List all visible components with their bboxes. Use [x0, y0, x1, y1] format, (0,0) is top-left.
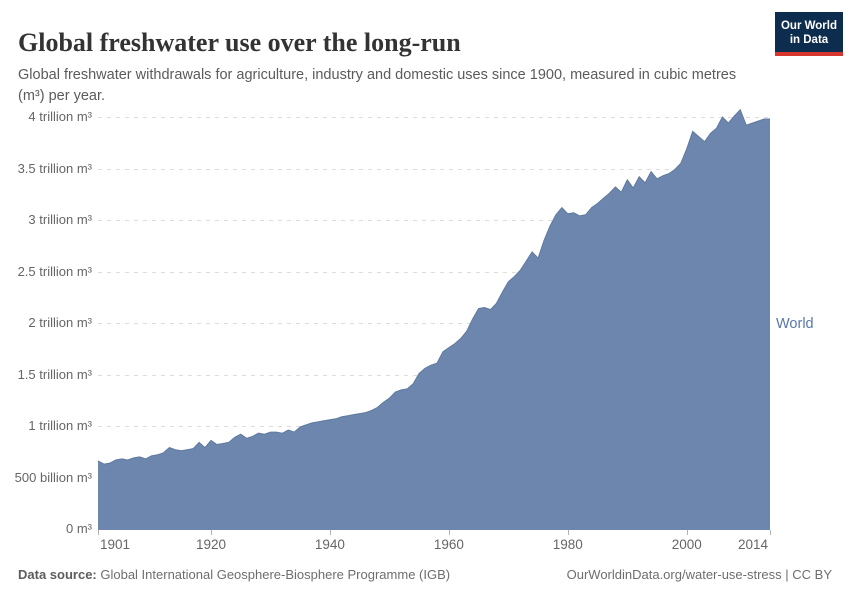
y-axis-label: 3 trillion m³	[28, 212, 92, 227]
data-source-text: Global International Geosphere-Biosphere…	[96, 567, 451, 582]
x-axis-label: 1980	[552, 537, 583, 552]
series-label-world: World	[776, 315, 814, 332]
x-axis-tick	[330, 530, 331, 535]
x-axis-tick	[687, 530, 688, 535]
license-note: OurWorldinData.org/water-use-stress | CC…	[567, 567, 832, 582]
y-axis-label: 0 m³	[66, 521, 92, 536]
x-axis-tick	[98, 530, 99, 535]
y-gridline	[98, 323, 770, 324]
y-axis-label: 2.5 trillion m³	[17, 263, 92, 279]
y-axis-label: 500 billion m³	[14, 469, 92, 485]
y-gridline	[98, 117, 770, 118]
owid-url-link[interactable]: OurWorldinData.org/water-use-stress | CC…	[566, 567, 832, 582]
page-title: Global freshwater use over the long-run	[18, 28, 461, 58]
y-gridline	[98, 168, 770, 170]
x-axis-label: 1901	[99, 537, 131, 552]
x-axis-tick	[568, 530, 569, 535]
x-axis-label: 2000	[671, 537, 702, 552]
chart-subtitle: Global freshwater withdrawals for agricu…	[18, 66, 737, 104]
world-area-outline	[98, 108, 770, 465]
chart-footer: Data source: Global International Geosph…	[18, 567, 832, 582]
x-axis-label: 1920	[195, 537, 227, 552]
y-gridline	[98, 271, 770, 273]
y-gridline	[98, 220, 770, 221]
x-axis-tick	[211, 530, 212, 535]
x-axis-tick	[449, 530, 450, 535]
x-axis-label: 1960	[433, 537, 464, 552]
owid-logo-line1: Our World	[780, 20, 837, 32]
y-axis-label: 3.5 trillion m³	[17, 160, 92, 176]
y-axis-label: 1 trillion m³	[28, 418, 92, 433]
data-source-label: Data source:	[18, 567, 97, 582]
owid-logo[interactable]: Our World in Data	[775, 12, 843, 56]
world-area-series	[98, 109, 770, 530]
y-axis-label: 4 trillion m³	[28, 109, 92, 124]
x-axis-label: 2014	[737, 537, 769, 552]
x-axis-tick	[770, 530, 771, 535]
x-axis-label: 1940	[314, 537, 345, 552]
freshwater-area-chart	[98, 108, 770, 530]
data-source-note: Data source: Global International Geosph…	[18, 567, 450, 582]
y-axis-label: 2 trillion m³	[28, 315, 92, 330]
y-axis-label: 1.5 trillion m³	[17, 366, 92, 382]
owid-logo-line2: in Data	[789, 34, 829, 46]
